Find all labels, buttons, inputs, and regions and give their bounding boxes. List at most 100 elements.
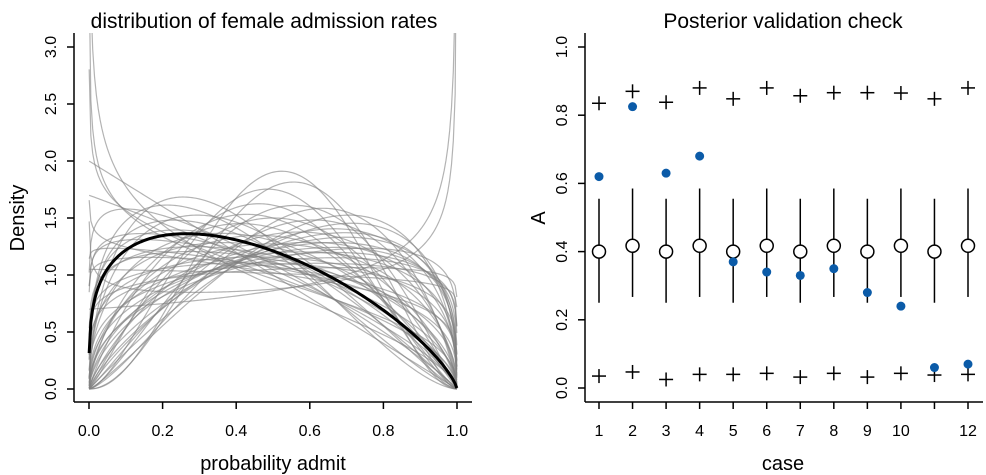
mean-open-circle (759, 238, 774, 254)
x-tick-label: 0.4 (225, 423, 247, 440)
upper-plus-marker (893, 86, 908, 101)
mean-open-circle (960, 238, 976, 254)
sample-density-curve (88, 246, 458, 385)
lower-plus-marker (659, 372, 674, 387)
sample-density-curve (88, 241, 458, 387)
left-chart: distribution of female admission rates 0… (7, 10, 472, 475)
sample-density-curve (88, 247, 458, 383)
lower-plus-marker (625, 364, 640, 379)
upper-plus-marker (860, 85, 875, 100)
mean-open-circle (793, 244, 808, 259)
y-tick-label: 0.2 (554, 309, 571, 331)
mean-open-circle (826, 238, 842, 254)
x-tick-label: 2 (628, 423, 637, 440)
sample-density-curve (88, 160, 458, 390)
mean-open-circle (658, 244, 674, 259)
observed-point (862, 288, 872, 298)
observed-point (963, 359, 973, 369)
observed-point (929, 363, 939, 373)
upper-plus-marker (793, 88, 808, 103)
observed-point (829, 264, 839, 274)
lower-plus-marker (793, 370, 808, 385)
x-tick-label: 0.6 (299, 423, 321, 440)
observed-point (728, 257, 738, 267)
y-tick-label: 1.0 (554, 36, 571, 58)
right-marks (591, 80, 976, 387)
lower-plus-marker (893, 366, 908, 381)
x-tick-label: 9 (863, 423, 872, 440)
lower-plus-marker (726, 367, 741, 382)
mean-open-circle (860, 244, 875, 259)
x-tick-label: 4 (695, 423, 704, 440)
x-tick-label: 1 (595, 423, 604, 440)
lower-plus-marker (860, 370, 875, 385)
left-curves (87, 33, 459, 390)
sample-density-curve (88, 246, 458, 384)
x-tick-label: 6 (762, 423, 771, 440)
upper-plus-marker (961, 80, 975, 95)
x-tick-label: 0.2 (151, 423, 173, 440)
observed-point (661, 168, 671, 178)
upper-plus-marker (726, 91, 741, 106)
sample-density-curve (88, 196, 457, 390)
left-x-axis-label: probability admit (200, 453, 346, 475)
y-tick-label: 0.8 (554, 104, 571, 126)
lower-plus-marker (826, 366, 841, 381)
observed-point (628, 102, 638, 112)
y-tick-label: 1.0 (43, 264, 60, 286)
mean-open-circle (625, 238, 640, 254)
lower-plus-marker (961, 367, 975, 382)
sample-density-curve (89, 33, 455, 310)
sample-density-curve (88, 222, 458, 390)
observed-point (795, 270, 805, 280)
x-tick-label: 1.0 (446, 423, 468, 440)
y-tick-label: 0.5 (43, 321, 60, 343)
mean-open-circle (591, 244, 607, 259)
left-y-axis-label: Density (7, 185, 29, 252)
y-tick-label: 2.0 (43, 150, 60, 172)
right-y-axis-label: A (528, 211, 550, 225)
observed-point (762, 267, 772, 277)
sample-density-curve (88, 228, 458, 389)
right-chart-title: Posterior validation check (663, 10, 903, 33)
sample-density-curve (88, 33, 457, 293)
upper-plus-marker (692, 80, 707, 95)
upper-plus-marker (927, 91, 942, 106)
y-tick-label: 0.0 (43, 378, 60, 400)
observed-point (896, 301, 906, 311)
mean-density-curve (87, 232, 459, 389)
right-chart: Posterior validation check 1 2 3 4 5 6 7 8 9 10 12… (528, 10, 983, 475)
y-tick-label: 3.0 (43, 36, 60, 58)
x-tick-label: 8 (829, 423, 838, 440)
sample-density-curve (88, 232, 458, 389)
y-tick-label: 0.0 (554, 377, 571, 399)
mean-open-circle (927, 244, 942, 259)
x-tick-label: 5 (729, 423, 738, 440)
upper-plus-marker (659, 95, 674, 110)
x-tick-label: 12 (959, 423, 977, 440)
sample-density-curve (88, 241, 458, 387)
sample-density-curve (88, 194, 458, 389)
y-tick-label: 0.6 (554, 172, 571, 194)
sample-density-curve (88, 251, 458, 380)
left-x-ticks: 0.0 0.2 0.4 0.6 0.8 1.0 (78, 402, 468, 440)
left-chart-title: distribution of female admission rates (91, 10, 438, 33)
upper-plus-marker (759, 80, 774, 95)
x-tick-label: 0.8 (372, 423, 394, 440)
lower-plus-marker (759, 366, 774, 381)
right-y-ticks: 0.0 0.2 0.4 0.6 0.8 1.0 (554, 36, 585, 399)
upper-plus-marker (592, 96, 606, 111)
observed-point (594, 172, 604, 182)
sample-density-curve (89, 181, 457, 390)
upper-plus-marker (826, 85, 841, 100)
sample-density-curve (89, 207, 458, 390)
y-tick-label: 2.5 (43, 93, 60, 115)
left-y-ticks: 0.0 0.5 1.0 1.5 2.0 2.5 3.0 (43, 36, 74, 400)
lower-plus-marker (692, 367, 707, 382)
x-tick-label: 3 (662, 423, 671, 440)
upper-plus-marker (625, 84, 640, 99)
sample-density-curve (88, 214, 458, 390)
right-x-axis-label: case (762, 453, 804, 475)
sample-density-curve (88, 204, 458, 390)
